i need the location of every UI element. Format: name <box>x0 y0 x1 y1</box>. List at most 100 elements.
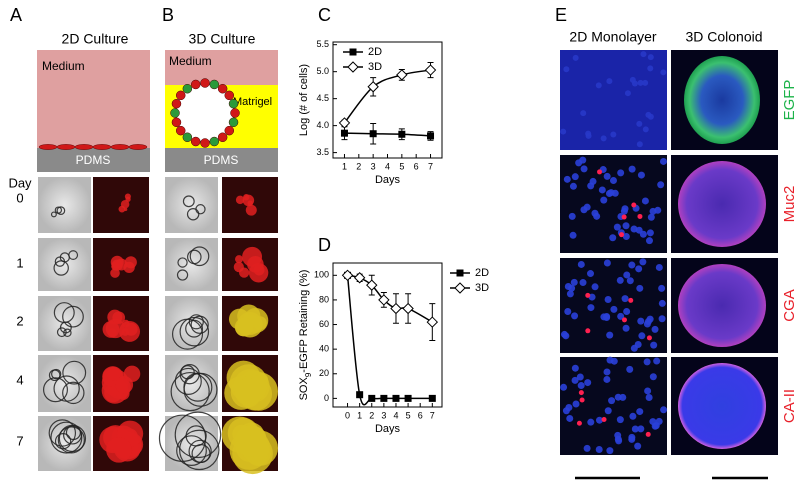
blob <box>106 366 121 381</box>
nucleus <box>619 393 627 401</box>
nucleus <box>655 263 663 271</box>
stain-spot <box>601 417 607 423</box>
brightfield-image <box>38 416 91 471</box>
nucleus <box>629 412 637 420</box>
data-point <box>369 130 377 138</box>
nucleus <box>577 260 585 268</box>
blob <box>232 424 251 444</box>
cell <box>171 98 182 109</box>
nucleus <box>606 331 614 339</box>
nucleus <box>642 79 649 86</box>
blob <box>177 257 188 268</box>
colonoid <box>684 56 760 144</box>
nucleus <box>563 66 570 73</box>
nucleus <box>587 304 595 312</box>
data-point <box>396 69 408 81</box>
nucleus <box>653 357 661 365</box>
nucleus <box>643 320 651 328</box>
cell <box>224 90 235 101</box>
nucleus <box>639 258 647 266</box>
cell <box>217 132 228 143</box>
day-label: 4 <box>16 372 23 387</box>
nucleus <box>624 90 631 97</box>
nucleus <box>660 69 667 76</box>
y-tick-label: 100 <box>314 270 329 280</box>
x-tick-label: 0 <box>345 410 350 420</box>
nucleus <box>609 234 617 242</box>
nucleus <box>636 408 644 416</box>
pdms-label: PDMS <box>204 153 239 167</box>
brightfield-image <box>38 177 91 233</box>
nucleus <box>635 226 643 234</box>
nucleus <box>600 196 608 204</box>
y-tick-label: 4.5 <box>316 93 329 103</box>
nucleus <box>606 356 614 364</box>
blob <box>176 269 189 281</box>
data-point <box>402 302 414 315</box>
panel-label: B <box>162 5 174 25</box>
nucleus <box>566 414 574 422</box>
x-tick-label: 3 <box>371 161 376 171</box>
stain-spot <box>621 214 627 220</box>
nucleus <box>560 383 568 391</box>
legend-label: 3D <box>368 61 382 73</box>
nucleus <box>603 259 611 267</box>
x-tick-label: 4 <box>393 410 398 420</box>
x-tick-label: 2 <box>369 410 374 420</box>
blob <box>176 435 207 467</box>
data-point <box>341 269 354 282</box>
x-tick-label: 3 <box>381 410 386 420</box>
stain-spot <box>628 297 634 303</box>
image-grid <box>158 177 279 475</box>
brightfield-image <box>165 238 218 291</box>
nucleus <box>640 51 647 58</box>
nucleus <box>593 212 601 220</box>
series-line <box>346 275 433 406</box>
nucleus <box>647 65 654 72</box>
nucleus <box>564 308 572 316</box>
plot-frame <box>332 41 443 159</box>
nucleus <box>644 387 652 395</box>
x-axis-label: Days <box>375 423 401 435</box>
stain-spot <box>637 213 643 219</box>
matrigel-label: Matrigel <box>233 96 272 108</box>
nucleus <box>571 364 579 372</box>
blob <box>174 411 222 459</box>
x-tick-label: 1 <box>342 161 347 171</box>
nucleus <box>588 293 596 301</box>
nucleus <box>598 186 606 194</box>
cell <box>190 79 201 90</box>
nucleus <box>603 368 611 376</box>
panel-label: A <box>10 5 22 25</box>
nucleus <box>584 379 592 387</box>
nucleus <box>603 172 611 180</box>
stain-label: CGA <box>781 289 798 322</box>
cell <box>228 98 239 109</box>
blob <box>50 421 83 454</box>
x-tick-label: 6 <box>418 410 423 420</box>
nucleus <box>604 407 612 415</box>
nucleus <box>606 78 613 85</box>
nucleus <box>566 290 574 298</box>
blob <box>54 433 72 450</box>
nucleus <box>628 435 636 443</box>
y-tick-label: 4.0 <box>316 120 329 130</box>
pdms-label: PDMS <box>76 153 111 167</box>
stain-spot <box>645 431 651 437</box>
pdms-layer <box>37 148 150 172</box>
day-label: 0 <box>16 190 23 205</box>
series-line <box>343 69 431 124</box>
nucleus <box>645 394 653 402</box>
cell <box>171 117 182 128</box>
legend-marker <box>454 282 466 294</box>
blob <box>62 381 85 405</box>
nucleus <box>646 229 654 237</box>
cell <box>200 138 210 148</box>
brightfield-image <box>38 238 91 291</box>
cell <box>209 79 220 90</box>
nucleus <box>577 382 585 390</box>
nucleus <box>586 270 594 278</box>
medium-region <box>37 50 150 150</box>
cell <box>74 144 94 150</box>
